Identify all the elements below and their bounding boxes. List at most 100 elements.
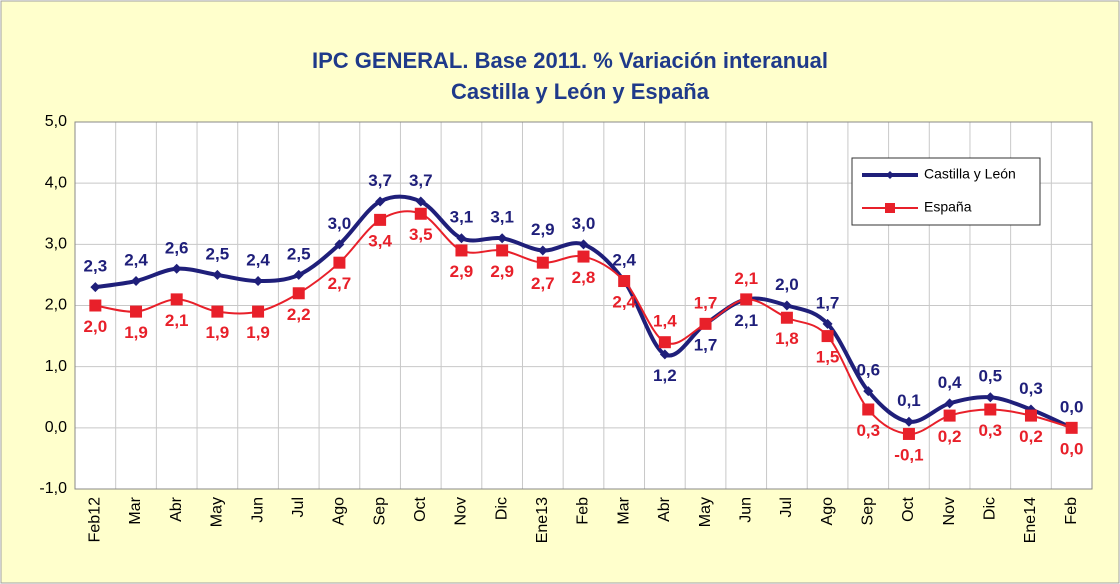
x-tick-label: Nov bbox=[453, 497, 470, 525]
marker bbox=[455, 244, 468, 257]
x-tick-label: May bbox=[209, 497, 226, 527]
data-label: 1,4 bbox=[653, 312, 677, 331]
marker bbox=[456, 233, 467, 244]
data-label: 2,8 bbox=[572, 268, 596, 287]
y-tick-label: 2,0 bbox=[45, 297, 67, 314]
x-tick-label: Oct bbox=[412, 496, 429, 521]
x-tick-label: Ago bbox=[331, 497, 348, 526]
y-tick-label: -1,0 bbox=[39, 480, 67, 497]
data-label: 0,2 bbox=[1019, 427, 1043, 446]
marker bbox=[292, 287, 305, 300]
data-label: 2,9 bbox=[531, 220, 555, 239]
x-tick-label: Abr bbox=[168, 496, 185, 522]
data-label: 0,3 bbox=[856, 421, 880, 440]
data-label: 2,1 bbox=[165, 311, 189, 330]
marker bbox=[618, 275, 631, 288]
x-tick-label: Jun bbox=[737, 497, 754, 523]
data-label: 1,7 bbox=[694, 293, 718, 312]
marker bbox=[862, 403, 875, 416]
data-label: 1,8 bbox=[775, 329, 799, 348]
marker bbox=[414, 207, 427, 220]
x-tick-label: Jul bbox=[778, 497, 795, 517]
x-tick-label: Abr bbox=[656, 496, 673, 522]
data-label: 2,4 bbox=[246, 251, 270, 270]
chart-subtitle: Castilla y León y España bbox=[451, 79, 710, 104]
marker bbox=[89, 299, 102, 312]
x-tick-label: Mar bbox=[615, 496, 632, 524]
marker bbox=[902, 427, 915, 440]
data-label: 0,1 bbox=[897, 391, 921, 410]
data-label: 3,0 bbox=[572, 214, 596, 233]
marker bbox=[536, 256, 549, 269]
marker bbox=[781, 300, 792, 311]
data-label: 2,7 bbox=[531, 274, 555, 293]
data-label: 2,9 bbox=[490, 262, 514, 281]
x-tick-label: Ago bbox=[819, 497, 836, 526]
data-label: 3,0 bbox=[328, 214, 352, 233]
data-label: 2,4 bbox=[612, 251, 636, 270]
chart-title: IPC GENERAL. Base 2011. % Variación inte… bbox=[312, 48, 828, 73]
marker bbox=[497, 233, 508, 244]
data-label: 1,7 bbox=[694, 335, 718, 354]
data-label: 3,5 bbox=[409, 225, 433, 244]
x-tick-label: Mar bbox=[127, 496, 144, 524]
data-label: 2,4 bbox=[612, 293, 636, 312]
data-label: 3,4 bbox=[368, 231, 392, 250]
data-label: 0,3 bbox=[978, 421, 1002, 440]
data-label: 3,7 bbox=[368, 171, 392, 190]
marker bbox=[334, 239, 345, 250]
data-label: 2,4 bbox=[124, 251, 148, 270]
y-tick-label: 4,0 bbox=[45, 174, 67, 191]
marker bbox=[822, 318, 833, 329]
marker bbox=[170, 293, 183, 306]
data-label: 0,2 bbox=[938, 427, 962, 446]
legend-marker bbox=[886, 171, 894, 179]
legend-label: Castilla y León bbox=[924, 166, 1016, 182]
marker bbox=[537, 245, 548, 256]
x-tick-label: Jun bbox=[249, 497, 266, 523]
x-tick-label: Feb12 bbox=[87, 497, 104, 542]
x-tick-label: Feb bbox=[1063, 497, 1080, 525]
marker bbox=[1024, 409, 1037, 422]
marker bbox=[821, 330, 834, 343]
data-label: 3,1 bbox=[450, 208, 474, 227]
marker bbox=[415, 196, 426, 207]
data-label: 2,6 bbox=[165, 238, 189, 257]
marker bbox=[780, 311, 793, 324]
data-label: 0,0 bbox=[1060, 439, 1084, 458]
data-label: 1,9 bbox=[246, 323, 270, 342]
marker bbox=[211, 305, 224, 318]
marker bbox=[943, 409, 956, 422]
legend-marker bbox=[885, 203, 895, 213]
data-label: 3,1 bbox=[490, 208, 514, 227]
data-label: 2,5 bbox=[206, 244, 230, 263]
data-label: 2,2 bbox=[287, 305, 311, 324]
legend-label: España bbox=[924, 199, 972, 215]
marker bbox=[131, 276, 142, 287]
marker bbox=[740, 293, 753, 306]
x-tick-label: Sep bbox=[859, 497, 876, 526]
data-label: 2,1 bbox=[734, 311, 758, 330]
data-label: 1,5 bbox=[816, 348, 840, 367]
x-tick-label: Oct bbox=[900, 496, 917, 521]
x-tick-label: Dic bbox=[493, 497, 510, 520]
marker bbox=[130, 305, 143, 318]
marker bbox=[496, 244, 509, 257]
marker bbox=[944, 398, 955, 409]
marker bbox=[90, 282, 101, 293]
x-tick-label: May bbox=[697, 497, 714, 527]
marker bbox=[903, 416, 914, 427]
marker bbox=[699, 317, 712, 330]
data-label: 2,3 bbox=[84, 257, 108, 276]
marker bbox=[985, 392, 996, 403]
x-tick-label: Ene13 bbox=[534, 497, 551, 543]
marker bbox=[1065, 421, 1078, 434]
x-tick-label: Feb bbox=[575, 497, 592, 525]
marker bbox=[171, 263, 182, 274]
marker bbox=[577, 250, 590, 263]
legend-box bbox=[851, 157, 1041, 226]
x-tick-label: Nov bbox=[941, 497, 958, 525]
marker bbox=[333, 256, 346, 269]
marker bbox=[374, 213, 387, 226]
plot-border bbox=[74, 121, 1093, 490]
